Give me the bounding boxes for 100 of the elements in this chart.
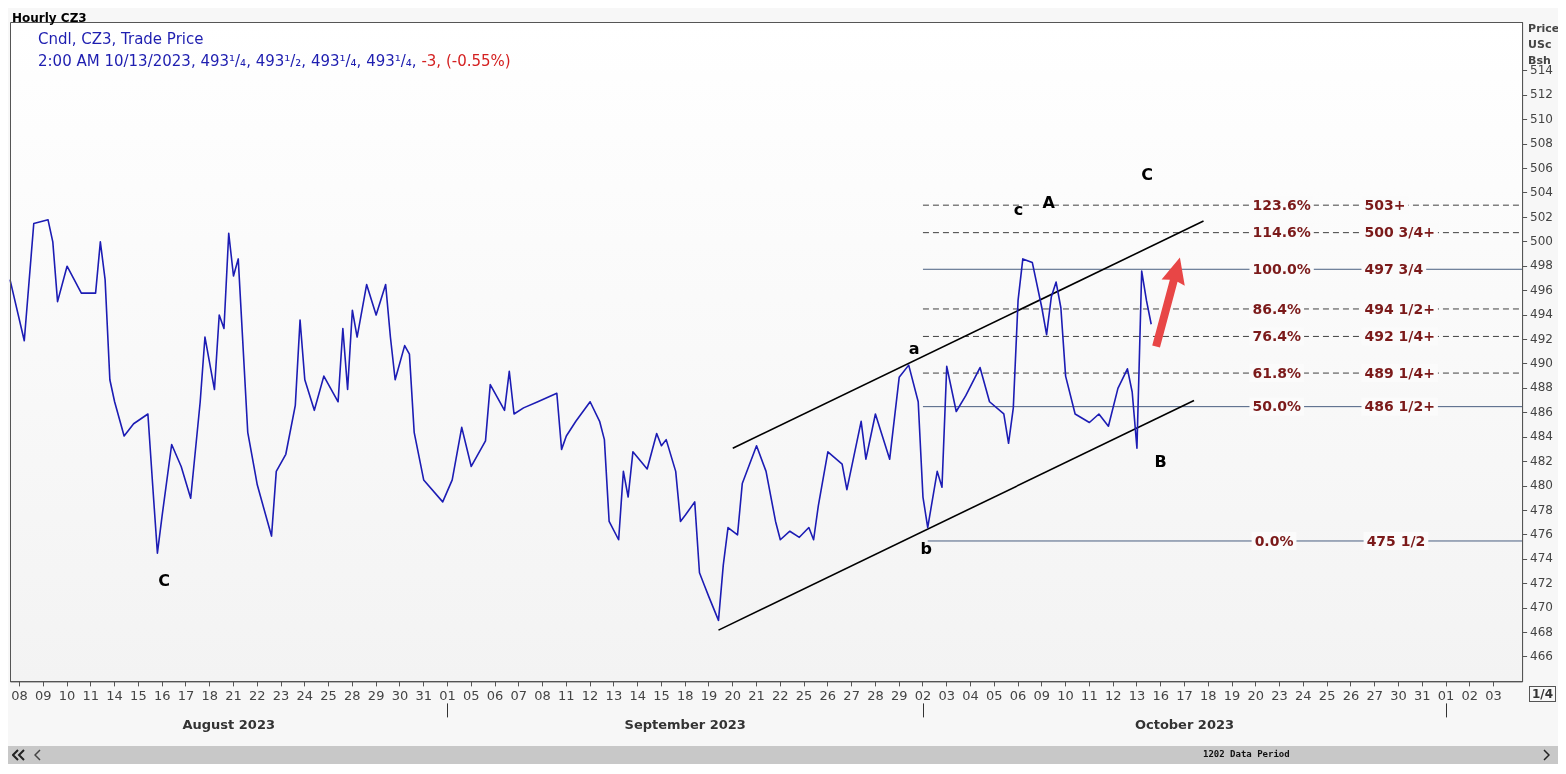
y-tick-label: 512 (1530, 87, 1553, 102)
y-tick-label: 504 (1530, 185, 1553, 200)
x-tick-label: 25 (320, 687, 337, 703)
x-tick-label: 11 (82, 687, 100, 703)
chart-title: Hourly CZ3 (12, 11, 87, 25)
x-tick-label: 20 (724, 687, 742, 703)
y-tick-label: 506 (1530, 160, 1553, 175)
y-tick-label: 494 (1530, 307, 1553, 322)
annotation: B (1154, 452, 1167, 472)
text: September 2023 (624, 716, 746, 732)
x-tick-label: 14 (106, 687, 123, 703)
x-tick-label: 29 (367, 687, 385, 703)
x-tick-label: 12 (581, 687, 599, 703)
x-tick-label: 31 (415, 687, 432, 703)
y-tick-label: 474 (1530, 551, 1553, 566)
x-tick-label: 09 (1033, 687, 1051, 703)
x-tick-label: 26 (819, 687, 837, 703)
y-tick-label: 484 (1530, 429, 1553, 444)
x-tick-label: 18 (1199, 687, 1217, 703)
x-tick-label: 22 (248, 687, 266, 703)
y-tick-label: 466 (1530, 649, 1553, 664)
x-tick-label: 02 (914, 687, 932, 703)
x-tick-label: 17 (177, 687, 195, 703)
x-tick-label: 02 (1461, 687, 1479, 703)
x-tick-label: 18 (676, 687, 694, 703)
annotation: C (1141, 164, 1153, 184)
x-tick-label: 10 (58, 687, 76, 703)
x-tick-label: 24 (1295, 687, 1312, 703)
x-tick-label: 06 (1009, 687, 1027, 703)
x-tick-label: 21 (748, 687, 765, 703)
x-tick-label: 30 (1390, 687, 1407, 703)
y-tick-label: 486 (1530, 404, 1553, 419)
y-tick-label: 468 (1530, 624, 1553, 639)
y-tick-label: 488 (1530, 380, 1553, 395)
text: Cndl, CZ3, Trade Price (38, 30, 204, 48)
x-tick-label: 25 (795, 687, 813, 703)
x-tick-label: 15 (653, 687, 670, 703)
text: 123.6% 503+ (1252, 196, 1406, 213)
y-tick-label: 476 (1530, 526, 1553, 541)
y-tick-label: 498 (1530, 258, 1553, 273)
x-tick-label: 27 (843, 687, 860, 703)
y-tick-label: 472 (1530, 575, 1553, 590)
text: 0.0% 475 1/2 (1254, 532, 1426, 549)
x-tick-label: 25 (1318, 687, 1336, 703)
annotation: c (1013, 199, 1024, 219)
y-tick-label: 478 (1530, 502, 1553, 517)
x-tick-label: 07 (510, 687, 528, 703)
text: 86.4% 494 1/2+ (1252, 300, 1435, 317)
text: 100.0% 497 3/4 (1252, 260, 1424, 277)
annotation: a (908, 338, 920, 358)
y-tick-label: 502 (1530, 209, 1553, 224)
x-tick-label: 05 (462, 687, 480, 703)
x-tick-label: 03 (938, 687, 956, 703)
x-tick-label: 26 (1342, 687, 1360, 703)
x-tick-label: 24 (296, 687, 314, 703)
annotation: b (920, 538, 933, 558)
x-tick-label: 12 (1104, 687, 1122, 703)
y-tick-label: 470 (1530, 600, 1553, 615)
x-tick-label: 27 (1366, 687, 1383, 703)
x-tick-label: 15 (130, 687, 147, 703)
x-tick-label: 11 (1081, 687, 1098, 703)
x-tick-label: 17 (1176, 687, 1193, 703)
y-axis-title: Price USc Bsh (1528, 22, 1560, 67)
text: August 2023 (182, 716, 275, 732)
x-tick-label: 05 (986, 687, 1003, 703)
text: 50.0% 486 1/2+ (1252, 398, 1435, 415)
text: 61.8% 489 1/4+ (1252, 364, 1435, 381)
x-tick-label: 22 (772, 687, 789, 703)
scrollbar: 1202 Data Period (8, 746, 1558, 764)
x-tick-label: 21 (225, 687, 242, 703)
annotation: 2:00 AM 10/13/2023, 493¹/₄, 493¹/₂, 493¹/₄, 493¹/₄, (38, 52, 422, 70)
x-tick-label: 01 (439, 687, 456, 703)
x-tick-label: 18 (201, 687, 218, 703)
annotation: -3, (-0.55%) (421, 52, 511, 70)
x-tick-label: 28 (867, 687, 884, 703)
x-tick-label: 23 (272, 687, 290, 703)
text: 114.6% 500 3/4+ (1252, 224, 1435, 241)
y-tick-label: 510 (1530, 111, 1553, 126)
x-tick-label: 16 (153, 687, 171, 703)
x-tick-label: 14 (629, 687, 646, 703)
x-tick-label: 01 (1437, 687, 1455, 703)
annotation: A (1042, 193, 1056, 213)
y-tick-label: 500 (1530, 233, 1553, 248)
y-tick-label: 508 (1530, 136, 1553, 151)
x-tick-label: 20 (1247, 687, 1265, 703)
x-tick-label: 08 (534, 687, 551, 703)
text: October 2023 (1134, 716, 1235, 732)
x-tick-label: 19 (700, 687, 718, 703)
x-tick-label: 23 (1271, 687, 1288, 703)
x-tick-label: 08 (11, 687, 28, 703)
text: 76.4% 492 1/4+ (1252, 328, 1435, 345)
x-tick-label: 28 (344, 687, 361, 703)
x-tick-label: 03 (1485, 687, 1502, 703)
y-tick-label: 480 (1530, 478, 1553, 493)
x-tick-label: 10 (1057, 687, 1074, 703)
x-tick-label: 13 (605, 687, 623, 703)
y-tick-label: 496 (1530, 282, 1553, 297)
y-tick-label: 482 (1530, 453, 1553, 468)
x-tick-label: 19 (1223, 687, 1241, 703)
x-tick-label: 11 (558, 687, 575, 703)
